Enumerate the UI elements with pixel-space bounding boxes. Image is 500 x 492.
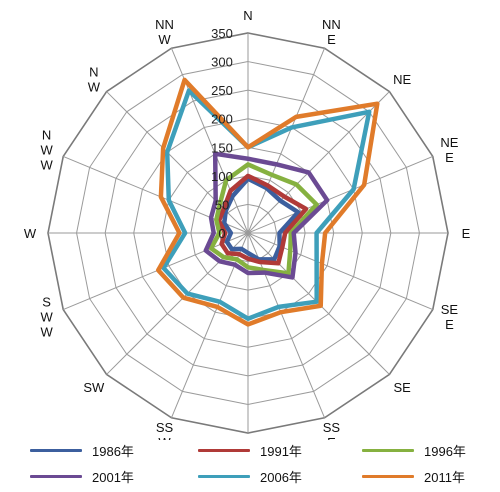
series-line [216,173,309,266]
grid-spoke [247,48,325,234]
direction-label: SSE [323,420,341,440]
labels: 0 50 100 150 200 250 300 350 N NNE NE NEE E SEE SE SSE S… [24,8,471,440]
legend-item: 1996年 [362,440,466,460]
direction-label: SE E [441,302,459,332]
direction-label: NE [393,72,411,87]
legend-item: 1991年 [198,440,302,460]
radial-tick-label: 350 [211,26,233,41]
direction-label: N [243,8,252,23]
direction-label: NN E [322,17,341,47]
radar-chart: 0 50 100 150 200 250 300 350 N NNE NE NEE E SEE SE SSE S… [24,8,471,440]
legend-swatch [30,448,82,452]
direction-label: SW [83,380,105,395]
series-line [221,176,301,262]
legend-item: 2006年 [198,466,302,486]
legend-item: 2011年 [362,466,465,486]
radial-tick-label: 200 [211,112,233,127]
radial-tick-label: 150 [211,140,233,155]
radial-tick-label: 300 [211,55,233,70]
direction-label: NN W [155,17,174,47]
series-line [208,162,319,276]
direction-label: SE [393,380,411,395]
legend-label: 1991年 [260,443,302,459]
grid-spoke [247,156,433,234]
legend-label: 2006年 [260,469,302,485]
radial-tick-label: 50 [215,197,229,212]
legend-item: 1986年 [30,440,134,460]
grid-spoke [247,91,390,234]
legend-label: 2001年 [92,469,134,485]
radial-tick-label: 250 [211,83,233,98]
series-line [161,88,372,321]
legend-swatch [362,448,414,452]
direction-label: NE E [440,135,458,165]
grid-spoke [63,232,249,310]
radial-tick-label: 0 [218,226,225,241]
legend-swatch [30,474,82,478]
legend-item: 2001年 [30,466,134,486]
grid-spoke [171,48,249,234]
series-lines [156,77,380,327]
series-line [156,77,380,327]
legend-label: 1996年 [424,443,466,459]
radial-tick-label: 100 [211,169,233,184]
grid [47,32,449,434]
legend-label: 2011年 [424,469,465,485]
direction-label: SSW [156,420,174,440]
legend-swatch [198,474,250,478]
legend-label: 1986年 [92,443,134,459]
direction-label: E [462,226,471,241]
direction-label: W [24,226,37,241]
legend-swatch [362,474,414,478]
series-line [203,151,330,280]
legend: 1986年 1991年 1996年 2001年 2006年 2011年 [30,440,480,486]
legend-swatch [198,448,250,452]
